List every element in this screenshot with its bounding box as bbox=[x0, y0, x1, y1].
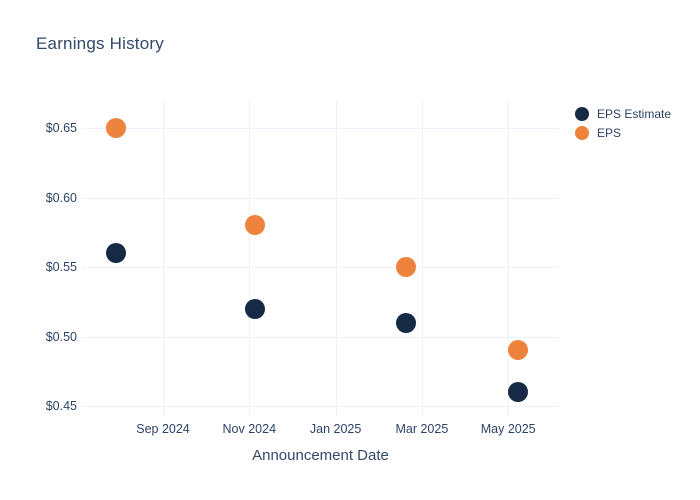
data-point-eps-estimate[interactable] bbox=[106, 243, 127, 264]
data-point-eps-estimate[interactable] bbox=[244, 298, 265, 319]
x-tick-label: May 2025 bbox=[480, 422, 536, 436]
gridline-vertical bbox=[249, 100, 251, 417]
x-axis-title: Announcement Date bbox=[252, 447, 389, 464]
gridline-vertical bbox=[163, 100, 164, 417]
chart-title: Earnings History bbox=[36, 34, 164, 53]
legend-marker-icon bbox=[575, 106, 589, 121]
gridline-horizontal bbox=[82, 267, 559, 268]
legend-item-eps-estimate[interactable]: EPS Estimate bbox=[575, 104, 671, 123]
data-point-eps[interactable] bbox=[106, 118, 127, 138]
x-tick-label: Nov 2024 bbox=[222, 422, 277, 436]
gridline-vertical bbox=[421, 100, 423, 417]
legend-item-eps[interactable]: EPS bbox=[575, 123, 671, 142]
gridline-vertical bbox=[335, 100, 337, 417]
data-point-eps-estimate[interactable] bbox=[508, 382, 529, 403]
data-point-eps[interactable] bbox=[244, 215, 265, 236]
data-point-eps-estimate[interactable] bbox=[395, 312, 416, 333]
gridline-horizontal bbox=[82, 128, 559, 129]
x-tick-label: Mar 2025 bbox=[395, 422, 449, 436]
gridline-horizontal bbox=[82, 197, 559, 199]
gridline-horizontal bbox=[82, 406, 559, 407]
x-tick-label: Jan 2025 bbox=[309, 422, 362, 436]
plot-area bbox=[82, 100, 559, 417]
y-tick-label: $0.65 bbox=[45, 121, 77, 135]
legend-label: EPS bbox=[597, 125, 622, 140]
legend: EPS Estimate EPS bbox=[575, 104, 671, 142]
x-tick-label: Sep 2024 bbox=[136, 422, 190, 436]
data-point-eps[interactable] bbox=[508, 340, 529, 361]
y-tick-label: $0.50 bbox=[45, 329, 77, 344]
y-tick-label: $0.60 bbox=[45, 190, 77, 205]
legend-label: EPS Estimate bbox=[597, 106, 672, 121]
gridline-vertical bbox=[508, 100, 510, 417]
legend-marker-icon bbox=[575, 125, 589, 140]
y-tick-label: $0.55 bbox=[45, 260, 77, 274]
data-point-eps[interactable] bbox=[395, 257, 416, 277]
gridline-horizontal bbox=[82, 336, 559, 338]
y-tick-label: $0.45 bbox=[45, 399, 77, 413]
